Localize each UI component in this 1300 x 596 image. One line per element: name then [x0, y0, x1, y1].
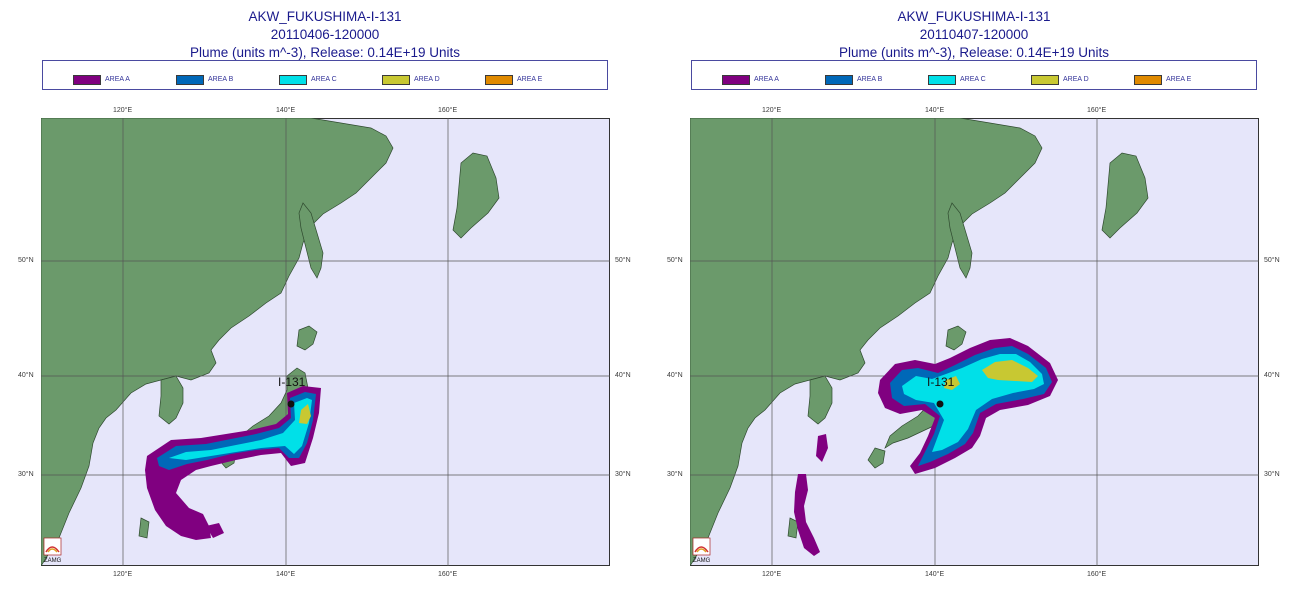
plume-contours [145, 386, 321, 540]
hokkaido-island [296, 325, 318, 351]
legend-swatch [485, 75, 513, 85]
legend-swatch [1134, 75, 1162, 85]
legend-label: AREA C [960, 76, 986, 83]
kyushu-island [867, 447, 886, 469]
land-masses [41, 118, 500, 566]
lat-label-left: 50°N [667, 257, 683, 264]
source-label: I-131 [278, 375, 306, 389]
lat-label-right: 40°N [1264, 372, 1280, 379]
plume-area-c [169, 398, 312, 460]
plume-area-d [982, 360, 1038, 382]
source-label: I-131 [927, 375, 955, 389]
map-canvas: I-131 ZAMG [41, 118, 610, 566]
zamg-logo: ZAMG [692, 537, 711, 564]
map-panel-left: AKW_FUKUSHIMA-I-131 20110406-120000 Plum… [18, 9, 631, 578]
taiwan-island [787, 517, 799, 539]
sakhalin-island [947, 202, 973, 279]
legend-label: AREA A [105, 76, 130, 83]
lat-label-right: 30°N [1264, 471, 1280, 478]
lat-label-left: 40°N [667, 372, 683, 379]
lon-label-top: 140°E [925, 107, 945, 114]
legend-label: AREA D [1063, 76, 1089, 83]
zamg-logo: ZAMG [43, 537, 62, 564]
legend-swatch [928, 75, 956, 85]
legend-label: AREA D [414, 76, 440, 83]
panel-subtitle: Plume (units m^-3), Release: 0.14E+19 Un… [189, 45, 461, 60]
plume-contours [794, 338, 1058, 556]
panel-subtitle: Plume (units m^-3), Release: 0.14E+19 Un… [838, 45, 1110, 60]
legend-label: AREA A [754, 76, 779, 83]
legend-label: AREA E [1166, 76, 1192, 83]
plume-island-a [206, 523, 224, 538]
lon-label-top: 120°E [762, 107, 782, 114]
panel-datetime: 20110406-120000 [270, 27, 380, 42]
graticule [41, 118, 610, 566]
logo-text: ZAMG [44, 558, 62, 564]
legend-swatch [1031, 75, 1059, 85]
legend-swatch [176, 75, 204, 85]
lon-label-bottom: 120°E [113, 571, 133, 578]
plume-strip-a [794, 474, 820, 556]
source-marker [936, 400, 944, 408]
lon-label-bottom: 120°E [762, 571, 782, 578]
lat-label-left: 30°N [667, 471, 683, 478]
legend-label: AREA B [208, 76, 234, 83]
plume-area-d [299, 404, 311, 424]
lat-label-right: 30°N [615, 471, 631, 478]
lon-label-top: 120°E [113, 107, 133, 114]
plume-area-b [157, 392, 316, 470]
plume-strip-a-north [816, 434, 828, 462]
sakhalin-island [298, 202, 324, 279]
lon-label-top: 160°E [438, 107, 458, 114]
map-panel-right: AKW_FUKUSHIMA-I-131 20110407-120000 Plum… [649, 0, 1299, 596]
legend: AREA A AREA B AREA C AREA D AREA E [42, 60, 608, 90]
lat-label-right: 50°N [615, 257, 631, 264]
panel-title: AKW_FUKUSHIMA-I-131 [248, 9, 402, 24]
plume-area-d-small [944, 376, 960, 390]
legend-swatch [382, 75, 410, 85]
lat-label-left: 40°N [18, 372, 34, 379]
logo-text: ZAMG [693, 558, 711, 564]
taiwan-island [138, 517, 150, 539]
lat-label-left: 50°N [18, 257, 34, 264]
kamchatka-peninsula [452, 152, 500, 239]
source-marker [287, 400, 295, 408]
lon-label-bottom: 140°E [276, 571, 296, 578]
hokkaido-island [945, 325, 967, 351]
lat-label-left: 30°N [18, 471, 34, 478]
korean-peninsula [158, 375, 184, 425]
legend: AREA A AREA B AREA C AREA D AREA E [691, 60, 1257, 90]
plume-area-a [145, 386, 321, 540]
panel-datetime: 20110407-120000 [919, 27, 1029, 42]
lon-label-bottom: 160°E [438, 571, 458, 578]
korean-peninsula [807, 375, 833, 425]
panel-title: AKW_FUKUSHIMA-I-131 [897, 9, 1051, 24]
lon-label-top: 160°E [1087, 107, 1107, 114]
legend-swatch [279, 75, 307, 85]
map-canvas: I-131 ZAMG [690, 118, 1259, 566]
kamchatka-peninsula [1101, 152, 1149, 239]
legend-swatch [825, 75, 853, 85]
legend-label: AREA C [311, 76, 337, 83]
legend-swatch [722, 75, 750, 85]
lon-label-bottom: 160°E [1087, 571, 1107, 578]
lat-label-right: 40°N [615, 372, 631, 379]
lon-label-bottom: 140°E [925, 571, 945, 578]
lat-label-right: 50°N [1264, 257, 1280, 264]
legend-label: AREA B [857, 76, 883, 83]
legend-label: AREA E [517, 76, 543, 83]
lon-label-top: 140°E [276, 107, 296, 114]
legend-swatch [73, 75, 101, 85]
